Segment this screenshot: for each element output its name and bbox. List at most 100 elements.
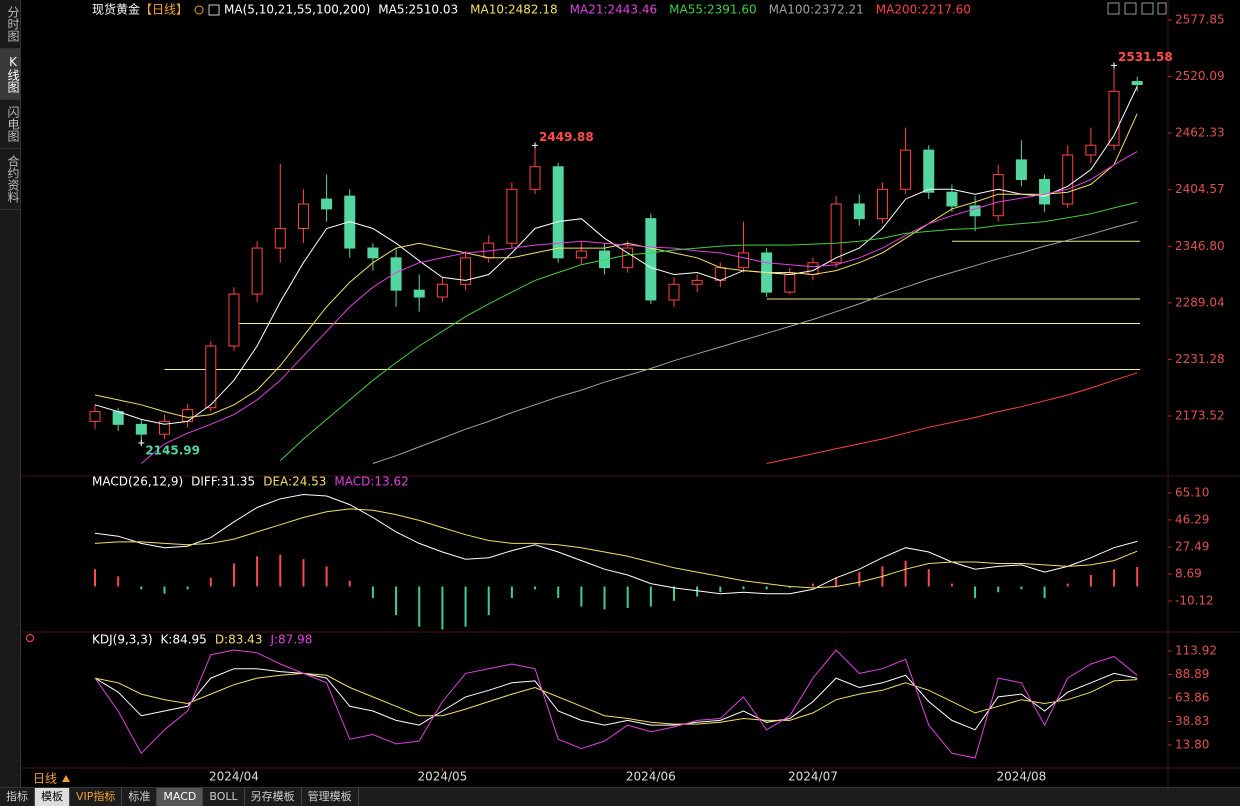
candle-body [506, 188, 518, 244]
y-tick-label: 2520.09 [1175, 69, 1225, 83]
icon[interactable] [1107, 2, 1120, 15]
sidebar-tab[interactable]: 分时图 [0, 0, 20, 49]
candle-body [135, 423, 147, 435]
y-tick-label: 2462.33 [1175, 126, 1225, 140]
candle-body [182, 409, 194, 422]
candle-body [992, 174, 1004, 217]
toolbar-tab[interactable]: 标准 [122, 788, 158, 806]
candle-body [297, 203, 309, 229]
candle-body [552, 166, 564, 259]
kdj-icon[interactable] [26, 634, 34, 642]
candle-body [1039, 178, 1051, 205]
legend-entry: MA200:2217.60 [876, 3, 971, 17]
y-tick-label: 2404.57 [1175, 182, 1225, 196]
extreme-label: 2531.58 [1118, 50, 1173, 64]
candle-body [1108, 90, 1120, 146]
indicator-header: KDJ(9,3,3) [92, 633, 153, 647]
y-tick-label: 113.92 [1175, 643, 1217, 657]
title: 现货黄金 [92, 2, 140, 17]
y-tick-label: 46.29 [1175, 512, 1209, 526]
candle-body [390, 257, 402, 291]
extreme-marker [532, 142, 539, 149]
candle-body [784, 273, 796, 293]
candle-body [622, 247, 634, 269]
window-icons[interactable] [1107, 2, 1167, 15]
candle-body [89, 411, 101, 422]
toolbar-tab[interactable]: 管理模板 [302, 788, 359, 806]
candle-body [691, 279, 703, 285]
icon[interactable] [1124, 2, 1137, 15]
candle-body [668, 283, 680, 301]
candle-body [205, 345, 217, 409]
candle-body [251, 247, 263, 295]
indicator-line [372, 220, 1138, 464]
candle-body [460, 257, 472, 285]
sidebar-tab[interactable]: K线图 [0, 49, 20, 100]
x-tick-label: 2024/08 [996, 770, 1046, 784]
y-tick-label: 38.83 [1175, 714, 1209, 728]
legend-entry: K:84.95 [161, 633, 207, 647]
candle-body [575, 250, 587, 259]
timeframe[interactable]: 日线 [33, 772, 57, 786]
candle-body [876, 188, 888, 220]
candle-body [228, 293, 240, 347]
candle-body [1015, 159, 1027, 180]
candle-body [900, 149, 912, 190]
toolbar-tab[interactable]: 指标 [0, 788, 35, 806]
y-tick-label: 63.86 [1175, 690, 1209, 704]
legend-entry: DIFF:31.35 [191, 475, 255, 489]
y-tick-label: 88.89 [1175, 667, 1209, 681]
toolbar-tab[interactable]: MACD [157, 788, 204, 806]
legend-entry: MA55:2391.60 [669, 3, 757, 17]
legend-entry: MACD:13.62 [334, 475, 408, 489]
icon[interactable] [1141, 2, 1154, 15]
toolbar-tab[interactable]: BOLL [203, 788, 245, 806]
indicator-line [94, 672, 1138, 725]
x-tick-label: 2024/06 [626, 770, 676, 784]
candle-body [529, 166, 541, 190]
toolbar-tab[interactable]: 模板 [35, 788, 70, 806]
indicator-header: MACD(26,12,9) [92, 475, 183, 489]
y-tick-label: 13.80 [1175, 737, 1209, 751]
candle-body [1062, 154, 1074, 205]
icon[interactable] [1157, 2, 1167, 15]
y-tick-label: 65.10 [1175, 485, 1209, 499]
y-tick-label: -10.12 [1175, 594, 1214, 608]
y-tick-label: 27.49 [1175, 539, 1209, 553]
toolbar-tab[interactable]: VIP指标 [70, 788, 123, 806]
indicator-line [94, 86, 1138, 425]
sidebar-tab[interactable]: 闪电图 [0, 100, 20, 149]
y-tick-label: 2231.28 [1175, 352, 1225, 366]
candle-body [321, 198, 333, 210]
legend-entry: J:87.98 [269, 633, 312, 647]
toolbar-tab[interactable]: 另存模板 [245, 788, 302, 806]
y-tick-label: 2577.85 [1175, 12, 1225, 26]
indicator-line [140, 151, 1138, 464]
legend-entry: MA10:2482.18 [470, 3, 558, 17]
indicator-line [766, 372, 1138, 464]
x-tick-label: 2024/04 [209, 770, 259, 784]
y-tick-label: 2289.04 [1175, 295, 1225, 309]
y-tick-label: 2173.52 [1175, 408, 1225, 422]
chart: 日线 2577.85 2520.09 2462.33 2404.57 2346.80 22… [21, 0, 1240, 787]
candle-body [830, 203, 842, 264]
legend-entry: MA5:2510.03 [378, 3, 458, 17]
candle-body [923, 149, 935, 193]
sidebar: 分时图 K线图 闪电图 合约资料 [0, 0, 21, 787]
icon [208, 4, 220, 16]
sidebar-tab[interactable]: 合约资料 [0, 149, 20, 210]
indicator-header: MA(5,10,21,55,100,200) [224, 3, 370, 17]
legend-entry: D:83.43 [215, 633, 263, 647]
icon [194, 5, 204, 15]
extreme-marker [138, 439, 145, 446]
x-tick-label: 2024/05 [417, 770, 467, 784]
candle-body [737, 252, 749, 269]
candle-body [274, 227, 286, 249]
indicator-line [279, 201, 1138, 461]
candle-body [1085, 144, 1097, 156]
extreme-label: 2449.88 [539, 130, 594, 144]
candle-body [158, 420, 170, 435]
candle-body [853, 203, 865, 220]
timeframe-arrow[interactable] [62, 775, 70, 782]
